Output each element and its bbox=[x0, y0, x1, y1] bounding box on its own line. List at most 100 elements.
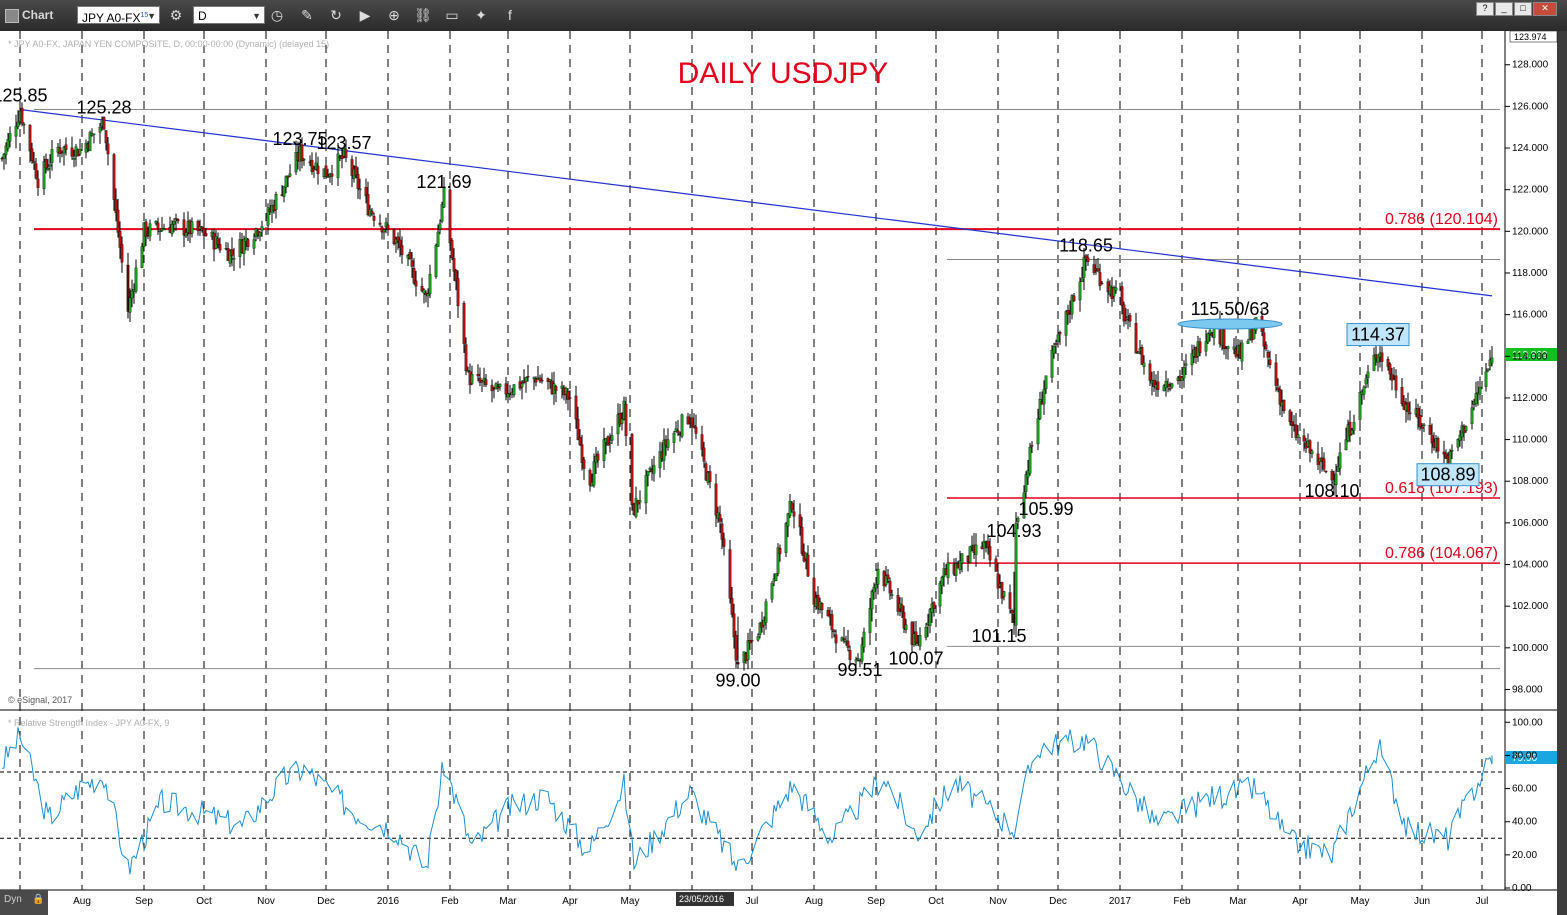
candle-body bbox=[734, 635, 738, 661]
date-tick-label: Dec bbox=[317, 896, 335, 907]
clock-icon[interactable]: ◷ bbox=[270, 7, 284, 23]
resistance-zone-ellipse bbox=[1177, 318, 1283, 330]
candle-body bbox=[800, 526, 804, 554]
candle-body bbox=[884, 575, 888, 585]
candle-body bbox=[606, 436, 610, 446]
candle-body bbox=[644, 475, 648, 504]
close-button[interactable]: ✕ bbox=[1533, 2, 1557, 16]
candle-body bbox=[396, 236, 400, 242]
candle-body bbox=[1484, 371, 1488, 387]
candle-body bbox=[1078, 281, 1082, 301]
comment-icon[interactable]: ▭ bbox=[445, 7, 459, 23]
candle-body bbox=[456, 278, 460, 307]
candle-body bbox=[1330, 471, 1334, 481]
status-corner: Dyn 🔒 bbox=[0, 890, 48, 915]
candle-body bbox=[434, 245, 438, 277]
candle-body bbox=[758, 623, 762, 635]
candle-body bbox=[1148, 363, 1152, 381]
price-tick-label: 108.000 bbox=[1512, 476, 1549, 487]
dyn-label: Dyn bbox=[4, 894, 22, 905]
price-annotation: 115.50/63 bbox=[1191, 299, 1270, 319]
link-icon[interactable]: ⛓ bbox=[414, 7, 432, 23]
lock-icon[interactable]: 🔒 bbox=[32, 894, 45, 905]
candle-body bbox=[48, 164, 52, 167]
minimize-button[interactable]: _ bbox=[1495, 2, 1513, 16]
twitter-icon[interactable]: ✦ bbox=[475, 7, 487, 23]
candle-body bbox=[994, 558, 998, 572]
candle-body bbox=[778, 548, 782, 554]
candle-body bbox=[1072, 295, 1076, 302]
date-tick-label: Nov bbox=[989, 896, 1007, 907]
candle-body bbox=[400, 245, 404, 256]
candle-body bbox=[1372, 355, 1376, 371]
candle-body bbox=[1418, 415, 1422, 428]
candle-body bbox=[114, 199, 118, 214]
candle-body bbox=[860, 644, 864, 662]
candle-body bbox=[414, 280, 418, 287]
candle-body bbox=[1028, 446, 1032, 474]
candle-body bbox=[602, 439, 606, 461]
candle-body bbox=[1464, 426, 1468, 431]
candle-body bbox=[116, 209, 120, 233]
symbol-field[interactable]: JPY A0-FX15 ▼ bbox=[77, 6, 160, 25]
candle-body bbox=[680, 414, 684, 437]
candle-body bbox=[42, 161, 46, 189]
settings-icon[interactable]: ⚙ bbox=[169, 7, 183, 23]
candle-body bbox=[130, 290, 134, 299]
candle-body bbox=[746, 640, 750, 660]
candle-body bbox=[358, 188, 362, 191]
rsi-panel-header: * Relative Strength Index - JPY A0-FX, 9 bbox=[8, 718, 169, 728]
price-annotation: 100.07 bbox=[888, 648, 943, 668]
price-annotation: 104.93 bbox=[986, 521, 1041, 541]
candle-body bbox=[770, 583, 774, 600]
candle-body bbox=[1274, 362, 1278, 386]
rsi-tick-label: 40.00 bbox=[1512, 817, 1537, 828]
date-tick-label: Sep bbox=[867, 896, 885, 907]
candle-body bbox=[582, 459, 586, 469]
candle-body bbox=[834, 634, 838, 644]
candle-body bbox=[286, 175, 290, 178]
candle-body bbox=[1408, 412, 1412, 415]
pencil-icon[interactable]: ✎ bbox=[301, 7, 313, 23]
date-tick-label: Mar bbox=[1229, 896, 1247, 907]
candle-body bbox=[470, 374, 474, 384]
play-icon[interactable]: ▶ bbox=[359, 7, 371, 23]
candle-body bbox=[382, 229, 386, 233]
date-tick-label: Mar bbox=[499, 896, 517, 907]
candle-body bbox=[202, 228, 206, 236]
maximize-button[interactable]: □ bbox=[1514, 2, 1532, 16]
candle-body bbox=[450, 240, 454, 258]
candle-body bbox=[294, 152, 298, 173]
candle-body bbox=[700, 434, 704, 450]
candle-body bbox=[648, 468, 652, 470]
candle-body bbox=[232, 258, 236, 260]
candle-body bbox=[1152, 379, 1156, 387]
candle-body bbox=[134, 267, 138, 292]
zoom-icon[interactable]: ⊕ bbox=[388, 7, 400, 23]
facebook-icon[interactable]: f bbox=[508, 7, 512, 23]
candle-body bbox=[8, 133, 12, 142]
refresh-icon[interactable]: ↻ bbox=[330, 7, 342, 23]
candle-body bbox=[78, 149, 82, 155]
candle-body bbox=[478, 377, 482, 383]
rsi-series-line bbox=[1, 727, 1493, 875]
chart-canvas[interactable]: 0.786 (120.104)0.618 (107.193)0.786 (104… bbox=[0, 31, 1567, 915]
interval-field[interactable]: D ▼ bbox=[193, 6, 265, 24]
candle-body bbox=[70, 147, 74, 157]
candle-body bbox=[1114, 287, 1118, 291]
candle-body bbox=[154, 221, 158, 224]
date-gridlines bbox=[19, 31, 1483, 890]
candle-body bbox=[690, 417, 694, 428]
candle-body bbox=[630, 433, 634, 505]
candle-body bbox=[872, 586, 876, 593]
candle-body bbox=[596, 453, 600, 461]
candle-body bbox=[1246, 340, 1250, 344]
candle-body bbox=[34, 163, 38, 179]
price-callout-box bbox=[1416, 463, 1480, 487]
price-tick-label: 128.000 bbox=[1512, 60, 1549, 71]
candle-body bbox=[1044, 375, 1048, 390]
price-tick-label: 126.000 bbox=[1512, 101, 1549, 112]
help-button[interactable]: ? bbox=[1476, 2, 1494, 16]
candle-body bbox=[1358, 392, 1362, 420]
candle-body bbox=[46, 167, 50, 170]
